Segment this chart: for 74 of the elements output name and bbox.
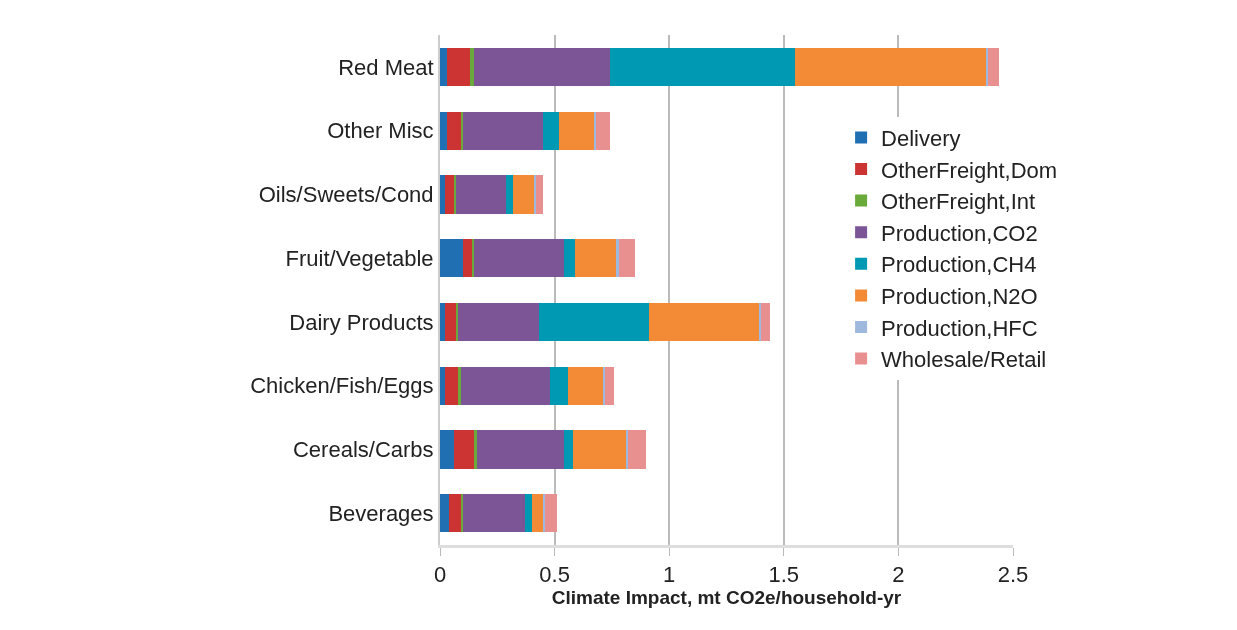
bar [605, 366, 615, 405]
bar [462, 239, 473, 278]
bar [474, 239, 564, 278]
bar [538, 302, 649, 341]
bar [476, 430, 564, 469]
bar [444, 175, 454, 214]
y-tick-label: Beverages [328, 500, 434, 526]
bar [460, 366, 551, 405]
bar [474, 47, 610, 86]
bar [440, 430, 454, 469]
legend-label: Production,HFC [881, 315, 1038, 341]
x-tick-label: 2 [892, 562, 905, 588]
bar [440, 494, 450, 533]
bar [795, 47, 986, 86]
y-tick-label: Chicken/Fish/Eggs [250, 373, 434, 399]
bar [563, 239, 576, 278]
bar [575, 239, 617, 278]
bar [545, 494, 557, 533]
x-tick-label: 0.5 [539, 562, 570, 588]
bar [524, 494, 532, 533]
y-tick-label: Oils/Sweets/Cond [258, 182, 434, 208]
bar [462, 111, 544, 150]
bar [458, 366, 461, 405]
bar [616, 239, 619, 278]
y-tick-label: Cereals/Carbs [292, 437, 434, 463]
bar [595, 111, 610, 150]
bar [440, 239, 463, 278]
bar [462, 494, 525, 533]
bar [440, 47, 447, 86]
bar [458, 302, 539, 341]
bar [440, 366, 445, 405]
bar [446, 111, 461, 150]
legend-label: OtherFreight,Int [881, 189, 1036, 215]
bar [444, 366, 459, 405]
bar [446, 47, 470, 86]
legend-label: Production,N2O [881, 283, 1038, 309]
y-tick-label: Dairy Products [289, 309, 434, 335]
bar [559, 111, 594, 150]
bar [531, 494, 544, 533]
bar [550, 366, 569, 405]
bar [456, 175, 507, 214]
bar [760, 302, 771, 341]
x-tick-label: 1 [663, 562, 676, 588]
bar [618, 239, 635, 278]
bar [563, 430, 573, 469]
bar [453, 430, 475, 469]
legend-label: OtherFreight,Dom [881, 157, 1058, 183]
bar [648, 302, 759, 341]
y-tick-label: Fruit/Vegetable [285, 245, 434, 271]
bar [568, 366, 603, 405]
x-tick-label: 0 [433, 562, 447, 588]
bar [440, 302, 445, 341]
bar [444, 302, 457, 341]
bar [543, 111, 560, 150]
x-axis-title: Climate Impact, mt CO2e/household-yr [551, 587, 902, 609]
bar [536, 175, 544, 214]
legend-label: Wholesale/Retail [881, 347, 1047, 373]
x-tick-label: 2.5 [997, 562, 1029, 588]
legend-label: Production,CH4 [881, 252, 1037, 278]
legend-label: Delivery [881, 125, 961, 151]
bar [572, 430, 626, 469]
y-tick-label: Other Misc [327, 118, 434, 144]
bar [987, 47, 1000, 86]
legend-label: Production,CO2 [881, 220, 1038, 246]
bar [474, 430, 477, 469]
bar [609, 47, 796, 86]
bar [440, 175, 445, 214]
bar [513, 175, 534, 214]
x-tick-label: 1.5 [768, 562, 800, 588]
bar [449, 494, 461, 533]
bar [627, 430, 647, 469]
bar [506, 175, 514, 214]
bar [440, 111, 447, 150]
y-tick-label: Red Meat [338, 54, 434, 80]
